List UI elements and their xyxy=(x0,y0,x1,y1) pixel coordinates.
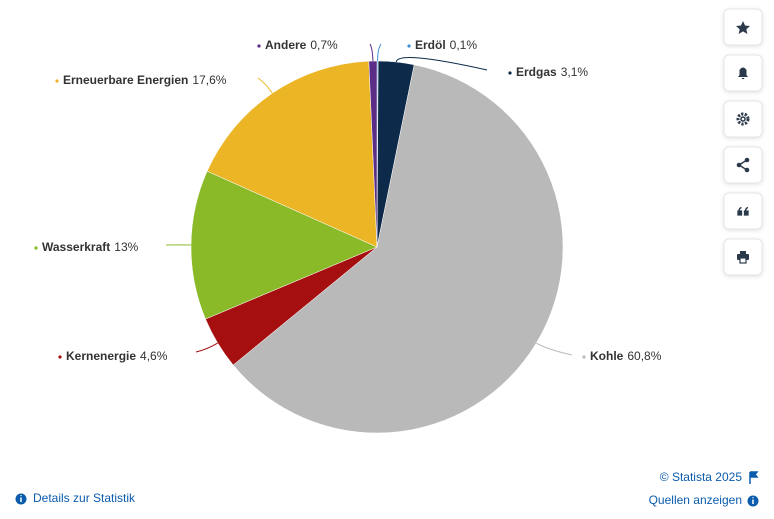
legend-dot xyxy=(508,71,512,75)
copyright[interactable]: © Statista 2025 xyxy=(660,470,743,484)
flag-icon xyxy=(749,471,759,484)
data-label: Erdgas 3,1% xyxy=(516,65,588,79)
print-button[interactable] xyxy=(723,238,763,276)
category-label: Andere xyxy=(265,38,307,52)
pie-chart: Erdöl 0,1% Erdgas 3,1% Kohle 60,8% Kernenergie… xyxy=(34,38,662,434)
sources-text[interactable]: Quellen anzeigen xyxy=(649,493,742,507)
leader-line xyxy=(377,43,382,62)
legend-dot xyxy=(55,79,59,83)
details-link[interactable]: Details zur Statistik xyxy=(15,491,137,505)
category-label: Wasserkraft xyxy=(42,240,110,254)
category-label: Erdgas xyxy=(516,65,557,79)
cite-button[interactable] xyxy=(723,192,763,230)
leader-line xyxy=(257,77,273,94)
leader-line xyxy=(369,43,374,62)
legend-dot xyxy=(58,355,62,359)
value-label: 0,7% xyxy=(310,38,338,52)
value-label: 60,8% xyxy=(627,349,661,363)
legend-dot xyxy=(257,44,261,48)
pie-slice xyxy=(206,60,378,248)
pie-slice xyxy=(232,64,564,434)
category-label: Erdöl xyxy=(415,38,446,52)
favorite-button[interactable] xyxy=(723,8,763,46)
category-label: Kernenergie xyxy=(66,349,136,363)
settings-button[interactable] xyxy=(723,100,763,138)
toolbar xyxy=(723,8,763,276)
data-label: Andere 0,7% xyxy=(265,38,338,52)
leader-line xyxy=(195,342,218,353)
legend-dot xyxy=(407,44,411,48)
legend-dot xyxy=(34,246,38,250)
legend-dot xyxy=(582,355,586,359)
category-label: Kohle xyxy=(590,349,624,363)
value-label: 0,1% xyxy=(450,38,478,52)
leader-line xyxy=(395,57,488,71)
notification-button[interactable] xyxy=(723,54,763,92)
value-label: 13% xyxy=(114,240,138,254)
data-label: Kernenergie 4,6% xyxy=(66,349,168,363)
data-label: Erneuerbare Energien 17,6% xyxy=(63,73,227,87)
leader-line xyxy=(536,342,573,356)
value-label: 17,6% xyxy=(192,73,226,87)
category-label: Erneuerbare Energien xyxy=(63,73,188,87)
value-label: 4,6% xyxy=(140,349,168,363)
data-label: Kohle 60,8% xyxy=(590,349,662,363)
sources-link[interactable]: Quellen anzeigen xyxy=(649,493,759,507)
details-text[interactable]: Details zur Statistik xyxy=(33,491,136,505)
data-label: Wasserkraft 13% xyxy=(42,240,139,254)
value-label: 3,1% xyxy=(561,65,589,79)
share-button[interactable] xyxy=(723,146,763,184)
data-label: Erdöl 0,1% xyxy=(415,38,477,52)
